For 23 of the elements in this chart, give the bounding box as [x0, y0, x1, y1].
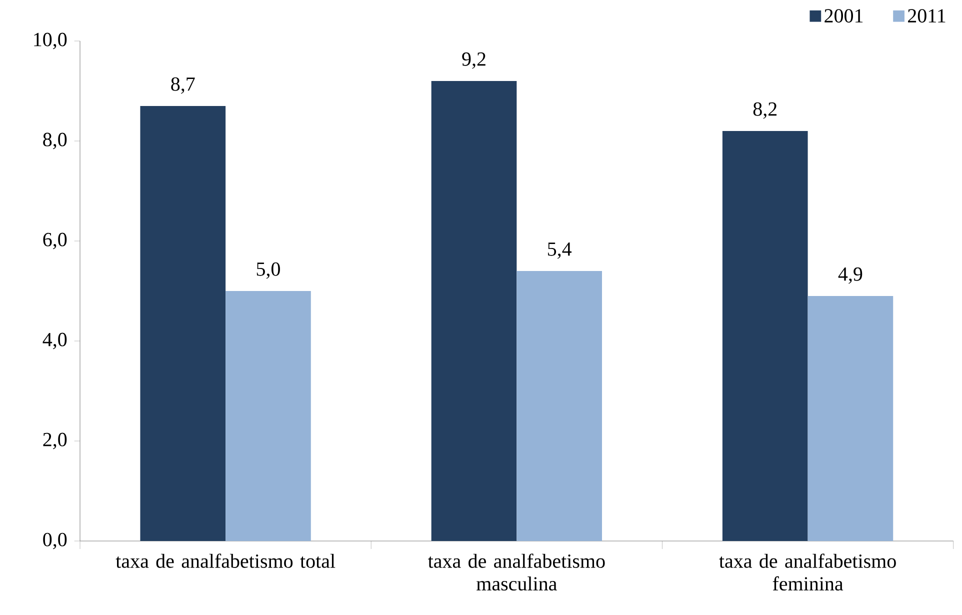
data-label: 8,7	[171, 77, 195, 94]
legend-label: 2011	[908, 9, 946, 23]
y-tick-label: 0,0	[43, 532, 67, 550]
bar	[516, 271, 602, 541]
y-tick-label: 6,0	[43, 232, 67, 250]
data-label: 8,2	[753, 102, 777, 119]
x-tick-label: taxa de analfabetismo masculina	[428, 554, 605, 591]
y-tick-label: 4,0	[42, 332, 67, 350]
x-tick-label: taxa de analfabetismo total	[116, 554, 336, 568]
legend-label: 2001	[824, 9, 863, 23]
bar	[722, 131, 808, 541]
x-tick-label: taxa de analfabetismo feminina	[719, 554, 896, 591]
y-tick-label: 10,0	[34, 32, 67, 50]
data-label: 4,9	[838, 267, 862, 284]
data-label: 5,4	[548, 242, 572, 259]
bar	[808, 296, 894, 541]
data-label: 5,0	[256, 262, 280, 279]
y-tick-label: 2,0	[43, 432, 67, 450]
y-tick-label: 8,0	[43, 132, 67, 150]
bar	[431, 80, 517, 541]
data-label: 9,2	[462, 52, 486, 69]
bar	[140, 106, 226, 541]
bar	[226, 290, 311, 541]
